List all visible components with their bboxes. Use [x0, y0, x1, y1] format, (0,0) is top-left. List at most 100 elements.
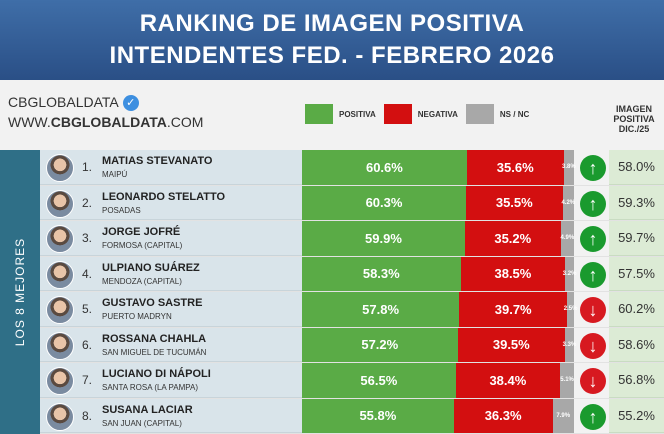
prev-header-line3: DIC./25 [618, 124, 650, 134]
name-cell: 1. MATIAS STEVANATO MAIPÚ [40, 150, 302, 185]
arrow-down-icon: ↓ [580, 297, 606, 323]
bar-ns: 4.2% [561, 185, 575, 220]
bar-negative: 39.5% [457, 327, 566, 362]
ranking-table: 1. MATIAS STEVANATO MAIPÚ 60.6% 35.6% 3.… [40, 150, 664, 434]
name-cell: 5. GUSTAVO SASTRE PUERTO MADRYN [40, 292, 302, 327]
brand-url: WWW.CBGLOBALDATA.COM [8, 112, 203, 132]
rank: 2. [82, 195, 93, 210]
mayor-name: SUSANA LACIAR [102, 403, 193, 416]
bar-positive: 60.6% [302, 150, 467, 185]
bar-negative: 36.3% [453, 398, 553, 433]
previous-positive: 59.7% [609, 221, 664, 256]
rank: 8. [82, 408, 93, 423]
name-cell: 3. JORGE JOFRÉ FORMOSA (CAPITAL) [40, 221, 302, 256]
bar-positive: 60.3% [302, 185, 467, 220]
table-row: 3. JORGE JOFRÉ FORMOSA (CAPITAL) 59.9% 3… [40, 221, 664, 257]
mayor-name: ROSSANA CHAHLA [102, 332, 207, 345]
bar-negative: 35.2% [464, 221, 561, 256]
bar-negative: 35.6% [466, 150, 564, 185]
url-suffix: .COM [166, 114, 204, 130]
table-row: 5. GUSTAVO SASTRE PUERTO MADRYN 57.8% 39… [40, 292, 664, 328]
name-cell: 6. ROSSANA CHAHLA SAN MIGUEL DE TUCUMÁN [40, 327, 302, 362]
arrow-up-icon: ↑ [580, 403, 606, 430]
arrow-down-icon: ↓ [580, 368, 606, 394]
mayor-name: GUSTAVO SASTRE [102, 297, 203, 309]
url-main: CBGLOBALDATA [50, 114, 167, 130]
title-line-1: RANKING DE IMAGEN POSITIVA [139, 10, 525, 37]
rank: 5. [82, 302, 93, 316]
arrow-up-icon: ↑ [580, 155, 606, 181]
previous-positive: 55.2% [609, 398, 664, 433]
city: PUERTO MADRYN [102, 312, 172, 321]
arrow-up-icon: ↑ [580, 261, 606, 288]
mayor-name: ULPIANO SUÁREZ [102, 261, 200, 274]
prev-header-line1: IMAGEN [616, 104, 652, 114]
avatar [46, 296, 74, 324]
mayor-name: LUCIANO DI NÁPOLI [102, 368, 211, 380]
legend: POSITIVA NEGATIVA NS / NC [305, 104, 537, 124]
bar-ns: 3.8% [562, 150, 576, 185]
city: FORMOSA (CAPITAL) [102, 241, 183, 250]
previous-positive: 58.6% [609, 327, 664, 362]
mayor-name: MATIAS STEVANATO [102, 155, 213, 167]
previous-positive: 56.8% [609, 363, 664, 398]
rank: 4. [82, 266, 93, 281]
bar-positive: 59.9% [302, 221, 465, 256]
city: POSADAS [102, 205, 141, 215]
bar-positive: 56.5% [302, 363, 456, 398]
verified-check-icon: ✓ [122, 95, 139, 112]
rank: 3. [82, 231, 93, 245]
bar-negative: 35.5% [466, 185, 563, 220]
table-row: 1. MATIAS STEVANATO MAIPÚ 60.6% 35.6% 3.… [40, 150, 664, 186]
city: SAN JUAN (CAPITAL) [102, 418, 182, 428]
bar-ns: 2.5% [564, 292, 577, 327]
avatar [46, 260, 74, 289]
title-banner: RANKING DE IMAGEN POSITIVA INTENDENTES F… [0, 0, 664, 80]
legend-swatch-ns [465, 104, 494, 124]
previous-header: IMAGEN POSITIVA DIC./25 [604, 104, 664, 134]
bar-positive: 57.8% [302, 292, 460, 327]
avatar [46, 189, 74, 218]
name-cell: 8. SUSANA LACIAR SAN JUAN (CAPITAL) [40, 398, 302, 433]
avatar [46, 331, 74, 360]
legend-swatch-negative [383, 104, 412, 124]
table-row: 7. LUCIANO DI NÁPOLI SANTA ROSA (LA PAMP… [40, 363, 664, 399]
avatar [46, 154, 74, 182]
city: MAIPÚ [102, 170, 128, 179]
bar-ns: 5.1% [560, 363, 574, 398]
table-row: 6. ROSSANA CHAHLA SAN MIGUEL DE TUCUMÁN … [40, 327, 664, 363]
bar-positive: 58.3% [302, 256, 461, 291]
arrow-down-icon: ↓ [580, 332, 606, 359]
avatar [46, 402, 74, 431]
legend-ns: NS / NC [499, 109, 530, 119]
city: MENDOZA (CAPITAL) [102, 276, 182, 286]
bar-ns: 3.2% [563, 256, 576, 291]
rank: 7. [82, 373, 93, 387]
brand-name: CBGLOBALDATA [8, 94, 119, 110]
bar-negative: 39.7% [459, 292, 568, 327]
table-row: 2. LEONARDO STELATTO POSADAS 60.3% 35.5%… [40, 185, 664, 221]
city: SAN MIGUEL DE TUCUMÁN [102, 347, 207, 357]
bar-positive: 55.8% [302, 398, 454, 433]
legend-positive: POSITIVA [339, 109, 376, 119]
rank: 1. [82, 160, 93, 174]
bar-positive: 57.2% [302, 327, 458, 362]
name-cell: 4. ULPIANO SUÁREZ MENDOZA (CAPITAL) [40, 256, 302, 291]
previous-positive: 57.5% [609, 256, 664, 291]
group-label: LOS 8 MEJORES [13, 237, 27, 347]
url-prefix: WWW. [8, 114, 51, 130]
mayor-name: JORGE JOFRÉ [102, 226, 181, 238]
bar-negative: 38.4% [455, 363, 561, 398]
previous-positive: 59.3% [609, 185, 664, 220]
arrow-up-icon: ↑ [580, 190, 606, 217]
bar-ns: 4.9% [560, 221, 574, 256]
name-cell: 2. LEONARDO STELATTO POSADAS [40, 185, 302, 220]
group-stripe [0, 150, 40, 434]
avatar [46, 367, 74, 395]
bar-ns: 3.3% [563, 327, 576, 362]
legend-swatch-positive [305, 104, 333, 124]
previous-positive: 60.2% [609, 292, 664, 327]
legend-negative: NEGATIVA [417, 109, 458, 119]
table-row: 4. ULPIANO SUÁREZ MENDOZA (CAPITAL) 58.3… [40, 256, 664, 292]
city: SANTA ROSA (LA PAMPA) [102, 383, 199, 392]
